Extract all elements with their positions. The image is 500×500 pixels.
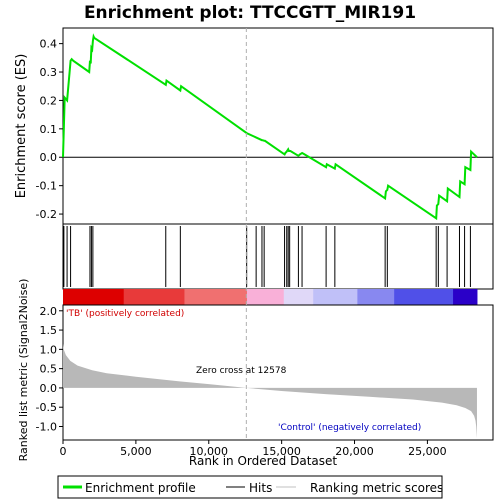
heatbar-segment	[357, 289, 395, 305]
legend-item-hits: Hits	[249, 481, 272, 495]
heatbar-segment	[394, 289, 454, 305]
heatbar-segment	[246, 289, 285, 305]
legend-frame	[57, 475, 443, 499]
ranking-ytick-label: -1.0	[36, 421, 57, 434]
ranking-ytick-label: 0.5	[40, 363, 58, 376]
ranking-ytick-label: -0.5	[36, 401, 57, 414]
heatbar-segment	[63, 289, 125, 305]
legend: Enrichment profile Hits Ranking metric s…	[57, 475, 443, 499]
legend-item-enrichment-profile: Enrichment profile	[85, 481, 196, 495]
es-ytick-label: 0.2	[40, 94, 58, 107]
es-ytick-label: 0.0	[40, 151, 58, 164]
zero-cross-label: Zero cross at 12578	[196, 366, 287, 376]
x-axis: 0 5,000 10,000 15,000 20,000 25,000	[60, 440, 447, 458]
ranking-metric-area	[63, 343, 477, 439]
positive-correlation-label: 'TB' (positively correlated)	[66, 309, 184, 319]
enrichment-profile-line	[62, 33, 478, 221]
es-ytick-label: 0.4	[40, 38, 58, 51]
x-axis-label: Rank in Ordered Dataset	[189, 454, 337, 468]
ranking-ytick-label: 1.5	[40, 324, 58, 337]
ranking-panel: -1.0 -0.5 0.0 0.5 1.0 1.5 2.0 Zero cross at 12…	[36, 28, 494, 441]
x-tick-label: 5,000	[120, 445, 152, 458]
x-tick-label: 10,000	[190, 445, 229, 458]
es-ytick-label: 0.1	[40, 123, 58, 136]
heatbar-segment	[123, 289, 185, 305]
es-ylabel: Enrichment score (ES)	[14, 54, 29, 199]
ranking-ytick-label: 1.0	[40, 343, 58, 356]
x-tick-label: 15,000	[262, 445, 301, 458]
heatbar-segment	[283, 289, 314, 305]
heatbar-segment	[313, 289, 358, 305]
heatbar-segment	[184, 289, 248, 305]
heatbar-segment	[453, 289, 478, 305]
chart-title: Enrichment plot: TTCCGTT_MIR191	[84, 3, 416, 23]
legend-item-ranking-metric-scores: Ranking metric scores	[310, 481, 443, 495]
x-tick-label: 25,000	[408, 445, 447, 458]
es-ytick-label: -0.2	[36, 208, 57, 221]
heatbar	[63, 289, 478, 305]
es-ytick-label: 0.3	[40, 66, 58, 79]
negative-correlation-label: 'Control' (negatively correlated)	[278, 423, 421, 433]
es-ytick-label: -0.1	[36, 180, 57, 193]
ranking-ylabel: Ranked list metric (Signal2Noise)	[17, 279, 30, 462]
x-tick-label: 0	[60, 445, 67, 458]
ranking-ytick-label: 0.0	[40, 382, 58, 395]
x-tick-label: 20,000	[335, 445, 374, 458]
ranking-ytick-label: 2.0	[40, 305, 58, 318]
